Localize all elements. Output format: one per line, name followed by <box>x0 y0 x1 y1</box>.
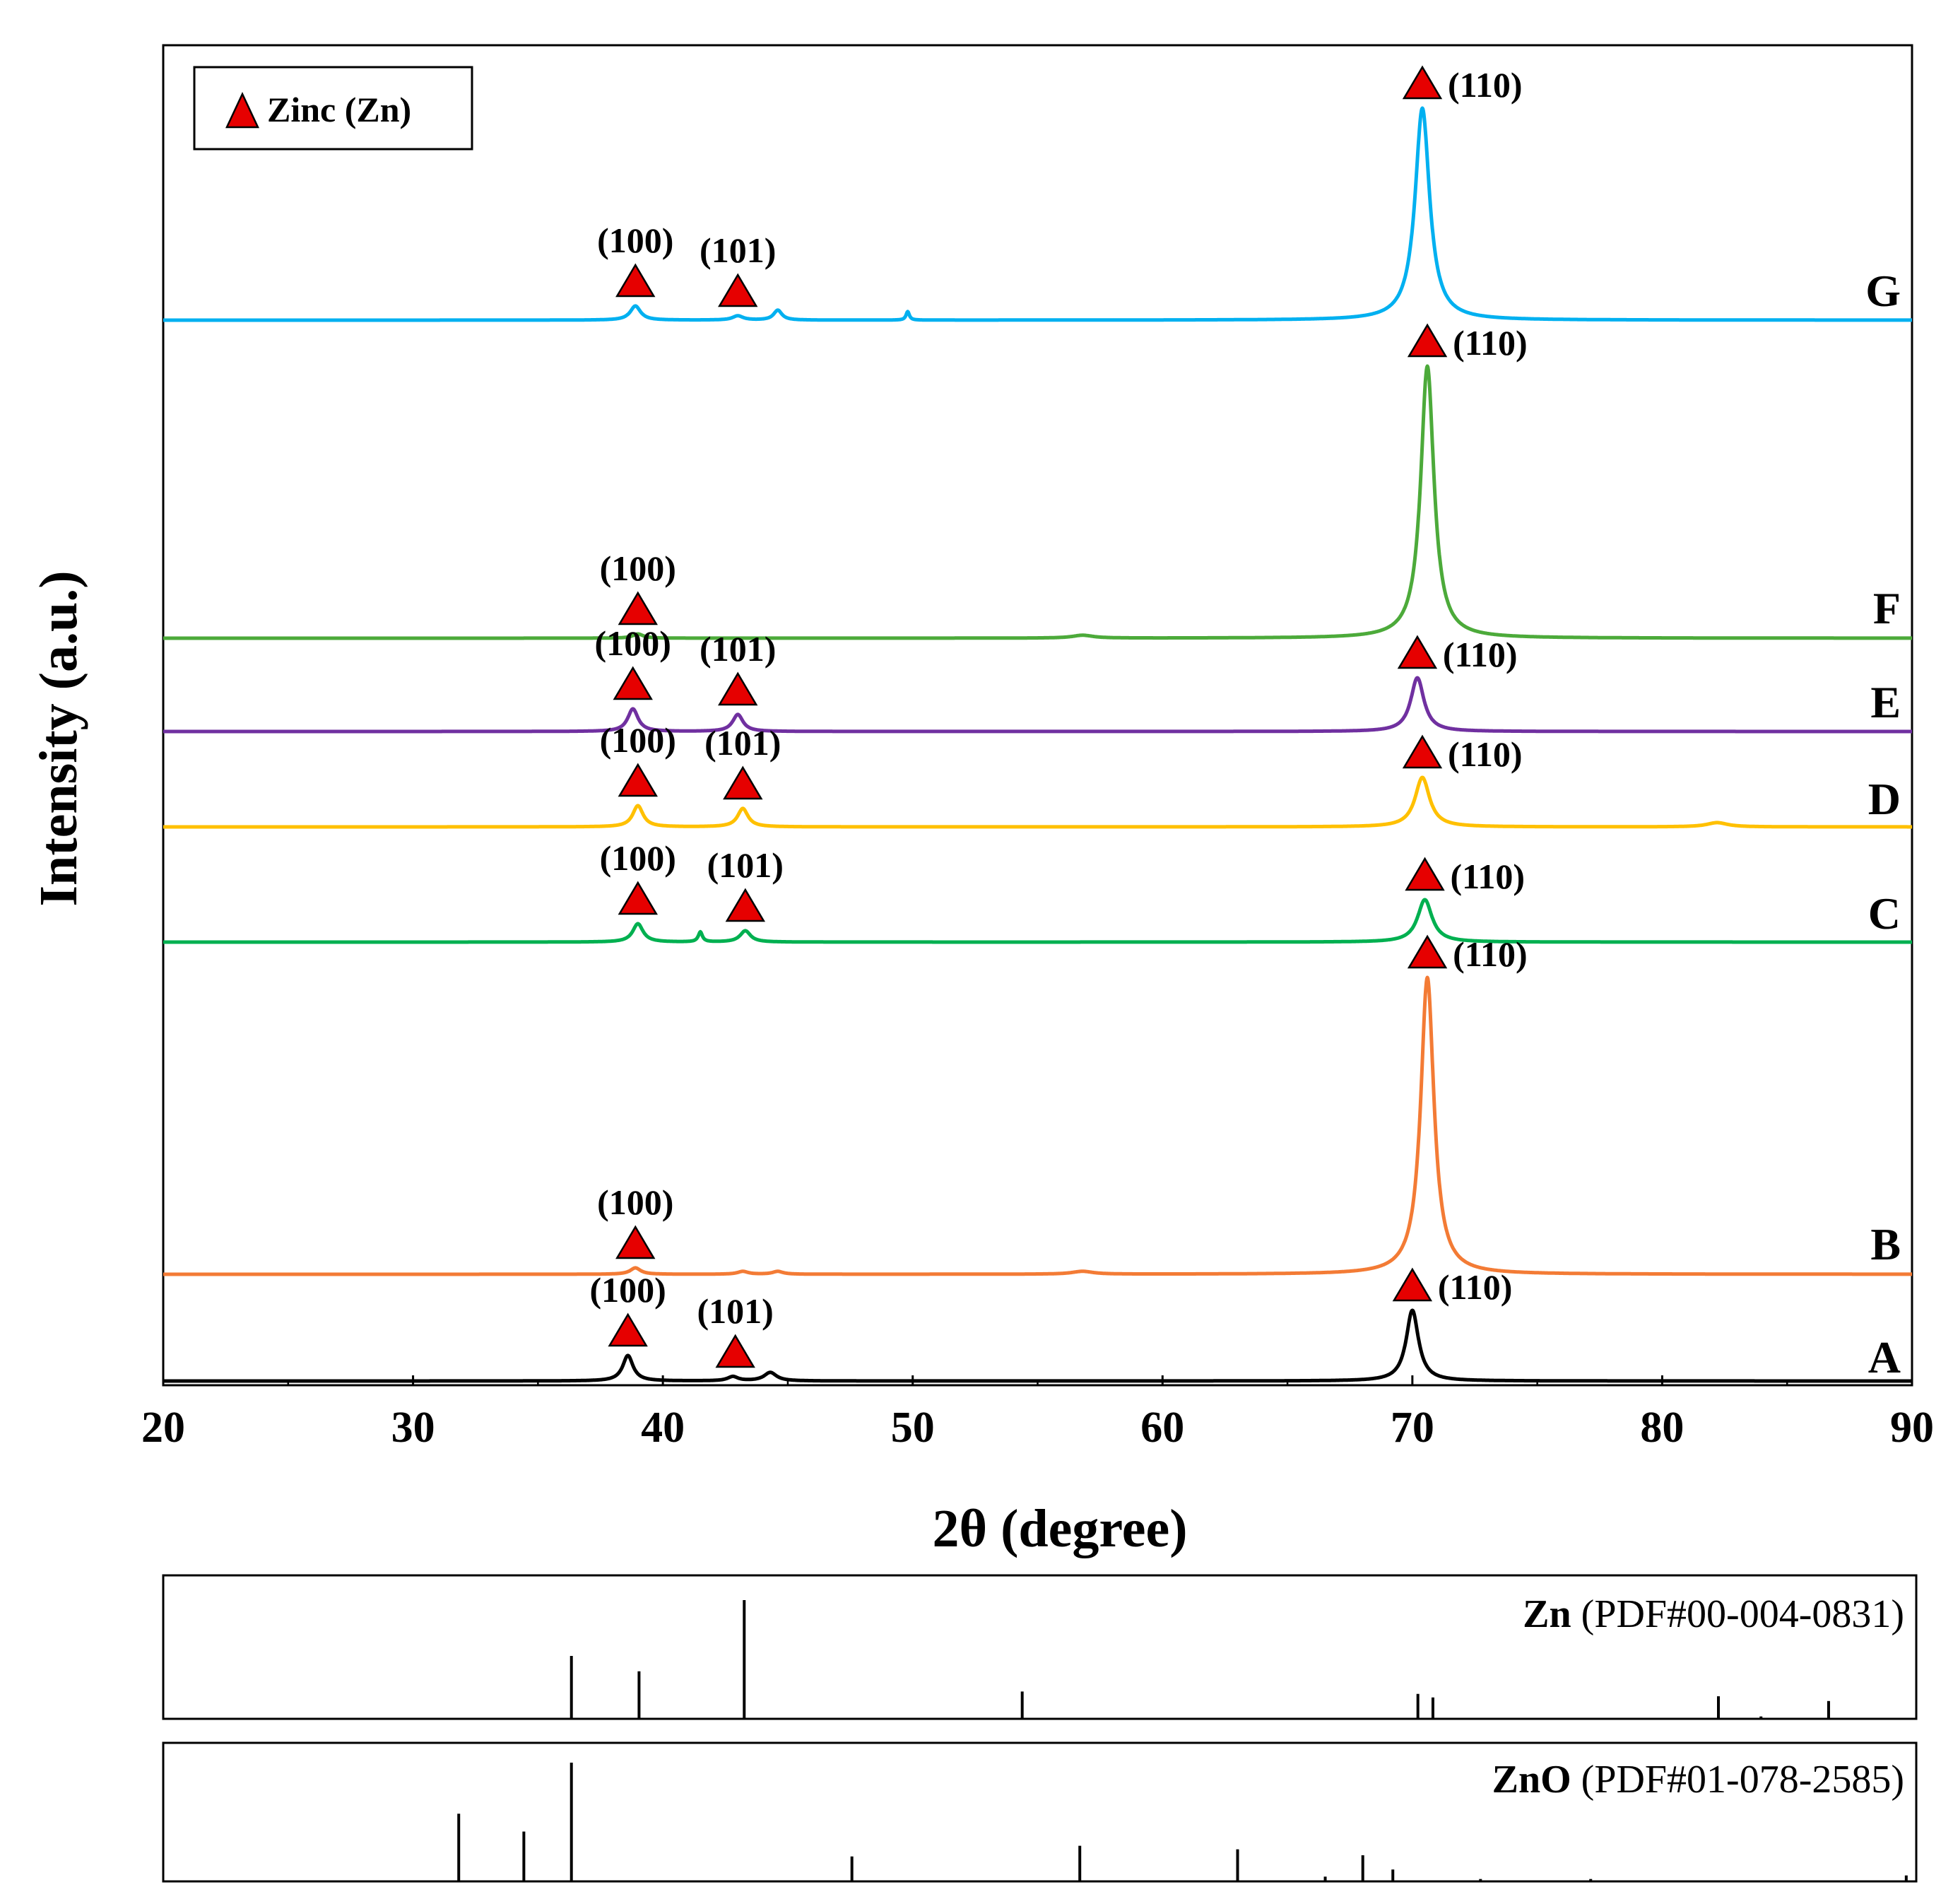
peak-label-D-100: (100) <box>600 720 676 760</box>
series-line-E <box>162 676 1913 734</box>
series-label-E: E <box>1870 677 1901 727</box>
peak-label-E-100: (100) <box>595 623 671 663</box>
peak-marker-E-100 <box>613 666 653 700</box>
peak-label-B-100: (100) <box>597 1182 673 1222</box>
legend-triangle-icon <box>225 92 259 129</box>
peak-label-A-110: (110) <box>1438 1267 1513 1307</box>
peak-marker-G-110 <box>1402 65 1443 100</box>
peak-label-F-100: (100) <box>600 548 676 588</box>
peak-marker-C-110 <box>1405 857 1445 891</box>
zno-reference-code: (PDF#01-078-2585) <box>1581 1758 1904 1802</box>
series-labels: A B C DEF G <box>1865 266 1901 1382</box>
series-label-F: F <box>1873 583 1901 633</box>
peak-label-F-110: (110) <box>1453 323 1528 363</box>
zn-reference-sticks <box>570 1600 1830 1719</box>
peak-label-B-110: (110) <box>1453 934 1528 974</box>
zn-reference-code: (PDF#00-004-0831) <box>1581 1592 1904 1636</box>
peak-label-G-101: (101) <box>700 230 776 270</box>
x-tick-label-50: 50 <box>891 1404 935 1452</box>
peak-label-E-110: (110) <box>1443 635 1518 674</box>
x-axis-tick-labels: 20 30 40 50 60 70 80 90 <box>141 1404 1934 1452</box>
x-tick-label-60: 60 <box>1140 1404 1184 1452</box>
x-tick-label-80: 80 <box>1640 1404 1684 1452</box>
x-tick-label-70: 70 <box>1391 1404 1434 1452</box>
zno-reference-title: ZnO (PDF#01-078-2585) <box>1492 1758 1904 1802</box>
legend: Zinc (Zn) <box>193 66 473 151</box>
peak-marker-E-101 <box>718 671 758 706</box>
peak-marker-C-101 <box>725 888 766 922</box>
peak-label-G-100: (100) <box>597 221 673 260</box>
peak-label-A-101: (101) <box>697 1291 774 1331</box>
zno-reference-name: ZnO <box>1492 1758 1571 1802</box>
series-line-F <box>162 364 1913 640</box>
x-tick-label-40: 40 <box>641 1404 685 1452</box>
peak-label-C-100: (100) <box>600 838 676 878</box>
peak-marker-D-101 <box>723 765 763 800</box>
peak-marker-A-100 <box>608 1312 648 1347</box>
peak-marker-G-100 <box>615 263 656 298</box>
zno-reference-panel <box>162 1741 1918 1883</box>
series-line-A <box>162 1308 1913 1383</box>
series-label-A: A <box>1868 1332 1901 1382</box>
peak-marker-D-110 <box>1402 734 1443 769</box>
series-label-D: D <box>1868 774 1901 824</box>
peak-marker-A-101 <box>715 1334 755 1368</box>
peak-marker-F-100 <box>618 591 658 625</box>
series-line-B <box>162 975 1913 1276</box>
peak-marker-C-100 <box>618 881 658 915</box>
peak-marker-D-100 <box>618 763 658 797</box>
peak-label-G-110: (110) <box>1448 65 1523 105</box>
series-line-G <box>162 106 1913 322</box>
x-axis-title: 2θ (degree) <box>932 1499 1187 1558</box>
peak-label-A-100: (100) <box>589 1270 666 1310</box>
peak-marker-F-110 <box>1407 323 1448 358</box>
x-tick-label-90: 90 <box>1890 1404 1934 1452</box>
peak-marker-G-101 <box>718 273 758 307</box>
series-layer <box>162 106 1913 1383</box>
series-line-C <box>162 898 1913 944</box>
series-line-D <box>162 775 1913 829</box>
peak-marker-A-110 <box>1392 1267 1433 1302</box>
main-plot-frame <box>162 44 1913 1387</box>
peak-marker-E-110 <box>1397 635 1438 669</box>
annotation-layer: (100) (101) (110) (100) (110) (100) (101) (110)… <box>589 65 1528 1368</box>
series-label-C: C <box>1868 888 1901 939</box>
peak-label-E-101: (101) <box>700 629 776 669</box>
zn-reference-name: Zn <box>1523 1592 1571 1636</box>
peak-label-C-110: (110) <box>1451 857 1526 896</box>
x-tick-label-20: 20 <box>141 1404 185 1452</box>
series-label-G: G <box>1865 266 1901 316</box>
y-axis-title: Intensity (a.u.) <box>29 570 88 906</box>
zn-reference-panel <box>162 1574 1918 1720</box>
peak-marker-B-110 <box>1407 934 1448 969</box>
legend-label: Zinc (Zn) <box>267 90 411 129</box>
x-tick-label-30: 30 <box>391 1404 435 1452</box>
peak-label-D-101: (101) <box>704 723 781 763</box>
zno-reference-sticks <box>457 1763 1908 1881</box>
peak-label-C-101: (101) <box>707 845 784 885</box>
zn-reference-title: Zn (PDF#00-004-0831) <box>1523 1592 1904 1636</box>
peak-label-D-110: (110) <box>1448 734 1523 774</box>
series-label-B: B <box>1870 1219 1901 1269</box>
peak-marker-B-100 <box>615 1225 656 1259</box>
